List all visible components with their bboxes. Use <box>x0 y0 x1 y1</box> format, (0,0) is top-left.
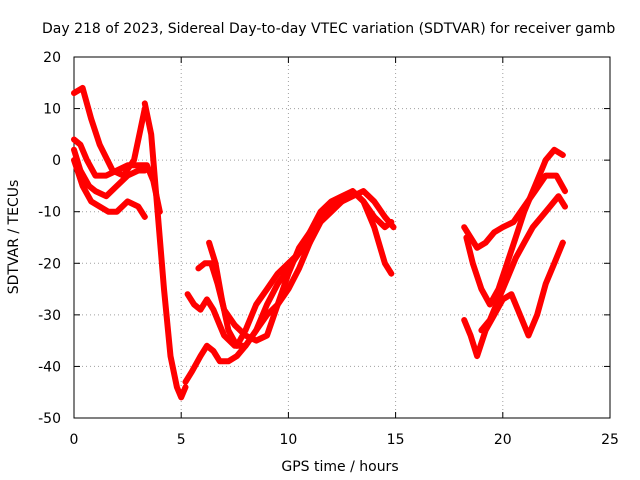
series-end-marker <box>561 188 568 195</box>
y-axis-label: SDTVAR / TECUs <box>6 180 22 295</box>
y-tick-label: 10 <box>43 102 61 118</box>
y-tick-label: -50 <box>38 411 61 427</box>
series-arc-13 <box>478 193 568 334</box>
series-end-marker <box>306 239 313 246</box>
series-arc-8 <box>182 188 395 385</box>
x-tick-label: 15 <box>387 432 405 448</box>
series-end-marker <box>156 208 163 215</box>
x-tick-label: 25 <box>601 432 619 448</box>
series-arc-11 <box>463 146 566 308</box>
series-end-marker <box>559 151 566 158</box>
x-tick-label: 0 <box>70 432 79 448</box>
x-axis-label: GPS time / hours <box>281 459 398 475</box>
series-arc-4 <box>71 146 148 200</box>
series-end-marker <box>561 203 568 210</box>
series-end-marker <box>559 239 566 246</box>
chart-title: Day 218 of 2023, Sidereal Day-to-day VTE… <box>42 21 615 37</box>
x-tick-label: 5 <box>177 432 186 448</box>
series-arc-5 <box>71 157 148 220</box>
series-end-marker <box>388 270 395 277</box>
series-end-marker <box>388 219 395 226</box>
series-arc-3 <box>71 136 163 215</box>
series-end-marker <box>182 384 189 391</box>
x-tick-label: 20 <box>494 432 512 448</box>
y-tick-label: -10 <box>38 205 61 221</box>
y-tick-label: 20 <box>43 50 61 66</box>
series-end-marker <box>390 224 397 231</box>
y-tick-label: -30 <box>38 308 61 324</box>
y-tick-label: -40 <box>38 359 61 375</box>
y-tick-label: -20 <box>38 256 61 272</box>
grid-lines <box>74 57 610 418</box>
series-end-marker <box>141 213 148 220</box>
series-arc-2 <box>141 100 189 401</box>
series-arc-9 <box>206 239 313 349</box>
series-end-marker <box>141 167 148 174</box>
y-tick-label: 0 <box>52 153 61 169</box>
series-arc-12 <box>461 239 566 360</box>
plot-frame <box>73 56 611 419</box>
data-series <box>71 84 568 401</box>
x-tick-label: 10 <box>279 432 297 448</box>
series-arc-10 <box>461 172 568 251</box>
series-end-marker <box>141 105 148 112</box>
axis-ticks: 0 5 10 15 20 25 20 10 0 -10 -20 -30 -40 -50 <box>38 50 619 448</box>
